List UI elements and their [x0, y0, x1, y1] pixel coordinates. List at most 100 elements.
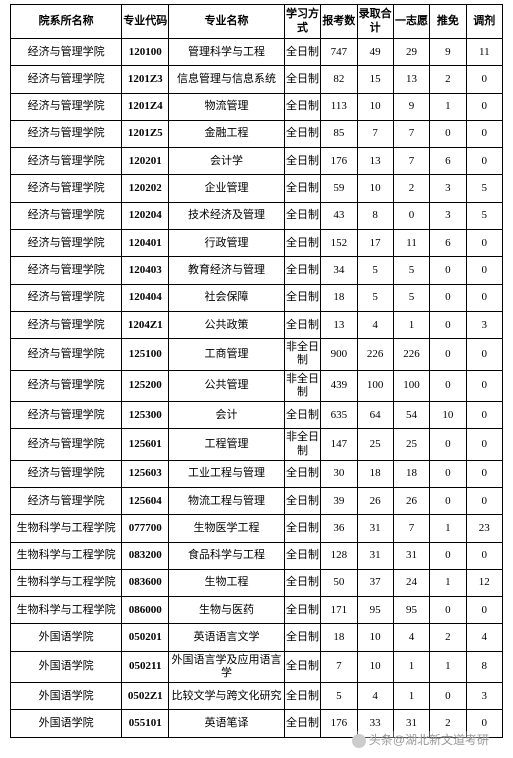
cell-mode: 全日制 [284, 93, 320, 120]
cell-mode: 非全日制 [284, 429, 320, 460]
cell-major: 技术经济及管理 [169, 202, 285, 229]
table-row: 生物科学与工程学院083600生物工程全日制503724112 [11, 569, 503, 596]
cell-code: 125200 [122, 370, 169, 401]
cell-first-choice: 2 [393, 175, 429, 202]
table-row: 经济与管理学院120401行政管理全日制152171160 [11, 230, 503, 257]
cell-major: 会计学 [169, 148, 285, 175]
cell-dept: 经济与管理学院 [11, 429, 122, 460]
cell-transfer: 0 [466, 542, 502, 569]
cell-recommend: 10 [430, 402, 466, 429]
cell-applicants: 18 [321, 624, 357, 651]
cell-recommend: 0 [430, 311, 466, 338]
cell-first-choice: 24 [393, 569, 429, 596]
cell-mode: 全日制 [284, 202, 320, 229]
cell-applicants: 82 [321, 66, 357, 93]
cell-first-choice: 100 [393, 370, 429, 401]
cell-major: 公共管理 [169, 370, 285, 401]
cell-applicants: 900 [321, 339, 357, 370]
watermark-icon [352, 734, 366, 748]
cell-admitted: 26 [357, 487, 393, 514]
cell-transfer: 0 [466, 284, 502, 311]
cell-major: 社会保障 [169, 284, 285, 311]
header-code: 专业代码 [122, 5, 169, 39]
cell-dept: 经济与管理学院 [11, 148, 122, 175]
cell-mode: 全日制 [284, 148, 320, 175]
cell-admitted: 226 [357, 339, 393, 370]
cell-admitted: 5 [357, 257, 393, 284]
cell-dept: 外国语学院 [11, 683, 122, 710]
cell-first-choice: 5 [393, 284, 429, 311]
cell-major: 生物工程 [169, 569, 285, 596]
cell-admitted: 4 [357, 311, 393, 338]
cell-code: 125601 [122, 429, 169, 460]
cell-applicants: 36 [321, 515, 357, 542]
cell-admitted: 64 [357, 402, 393, 429]
cell-major: 外国语言学及应用语言学 [169, 651, 285, 682]
cell-first-choice: 7 [393, 148, 429, 175]
cell-recommend: 6 [430, 148, 466, 175]
cell-dept: 经济与管理学院 [11, 311, 122, 338]
cell-dept: 经济与管理学院 [11, 230, 122, 257]
cell-applicants: 50 [321, 569, 357, 596]
cell-code: 120204 [122, 202, 169, 229]
cell-code: 050201 [122, 624, 169, 651]
cell-first-choice: 7 [393, 515, 429, 542]
cell-code: 120201 [122, 148, 169, 175]
cell-dept: 外国语学院 [11, 624, 122, 651]
cell-applicants: 85 [321, 120, 357, 147]
cell-first-choice: 9 [393, 93, 429, 120]
cell-transfer: 12 [466, 569, 502, 596]
cell-code: 055101 [122, 710, 169, 737]
cell-recommend: 0 [430, 597, 466, 624]
cell-code: 125100 [122, 339, 169, 370]
cell-first-choice: 29 [393, 39, 429, 66]
cell-dept: 经济与管理学院 [11, 339, 122, 370]
cell-first-choice: 25 [393, 429, 429, 460]
cell-first-choice: 95 [393, 597, 429, 624]
cell-admitted: 25 [357, 429, 393, 460]
cell-major: 行政管理 [169, 230, 285, 257]
cell-transfer: 0 [466, 460, 502, 487]
cell-transfer: 0 [466, 66, 502, 93]
table-row: 经济与管理学院1201Z5金融工程全日制857700 [11, 120, 503, 147]
cell-mode: 全日制 [284, 597, 320, 624]
header-major: 专业名称 [169, 5, 285, 39]
cell-transfer: 0 [466, 120, 502, 147]
cell-mode: 非全日制 [284, 339, 320, 370]
cell-dept: 经济与管理学院 [11, 120, 122, 147]
cell-applicants: 171 [321, 597, 357, 624]
cell-major: 英语语言文学 [169, 624, 285, 651]
table-row: 经济与管理学院120403教育经济与管理全日制345500 [11, 257, 503, 284]
cell-major: 生物医学工程 [169, 515, 285, 542]
cell-dept: 经济与管理学院 [11, 202, 122, 229]
table-row: 经济与管理学院125300会计全日制6356454100 [11, 402, 503, 429]
header-applicants: 报考数 [321, 5, 357, 39]
cell-first-choice: 7 [393, 120, 429, 147]
cell-transfer: 4 [466, 624, 502, 651]
cell-transfer: 11 [466, 39, 502, 66]
cell-transfer: 5 [466, 202, 502, 229]
cell-admitted: 13 [357, 148, 393, 175]
cell-admitted: 15 [357, 66, 393, 93]
header-transfer: 调剂 [466, 5, 502, 39]
cell-code: 077700 [122, 515, 169, 542]
cell-mode: 全日制 [284, 542, 320, 569]
cell-first-choice: 31 [393, 542, 429, 569]
cell-transfer: 0 [466, 370, 502, 401]
cell-applicants: 128 [321, 542, 357, 569]
cell-mode: 全日制 [284, 651, 320, 682]
cell-admitted: 7 [357, 120, 393, 147]
cell-mode: 全日制 [284, 39, 320, 66]
cell-admitted: 10 [357, 175, 393, 202]
table-row: 经济与管理学院125601工程管理非全日制147252500 [11, 429, 503, 460]
cell-code: 120202 [122, 175, 169, 202]
table-header: 院系所名称 专业代码 专业名称 学习方式 报考数 录取合计 一志愿 推免 调剂 [11, 5, 503, 39]
cell-dept: 生物科学与工程学院 [11, 515, 122, 542]
cell-mode: 全日制 [284, 460, 320, 487]
cell-mode: 全日制 [284, 402, 320, 429]
cell-recommend: 1 [430, 651, 466, 682]
cell-mode: 全日制 [284, 624, 320, 651]
cell-applicants: 34 [321, 257, 357, 284]
table-row: 经济与管理学院125200公共管理非全日制43910010000 [11, 370, 503, 401]
cell-mode: 全日制 [284, 710, 320, 737]
